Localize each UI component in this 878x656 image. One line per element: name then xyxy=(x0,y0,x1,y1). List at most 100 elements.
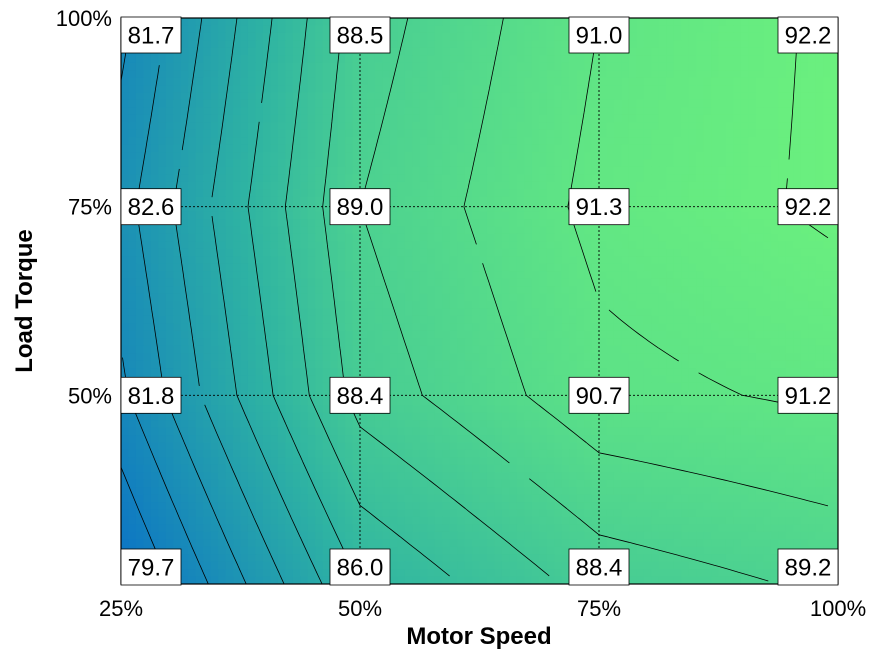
heat-cell xyxy=(203,18,212,27)
heat-cell xyxy=(763,196,772,205)
heat-cell xyxy=(569,137,578,146)
heat-cell xyxy=(173,181,182,190)
heat-cell xyxy=(292,25,301,34)
heat-cell xyxy=(628,286,637,295)
heat-cell xyxy=(427,92,436,101)
heat-cell xyxy=(203,159,212,168)
heat-cell xyxy=(442,85,451,94)
heat-cell xyxy=(718,286,727,295)
heat-cell xyxy=(307,226,316,235)
heat-cell xyxy=(815,144,824,153)
heat-cell xyxy=(427,174,436,183)
heat-cell xyxy=(277,77,286,86)
heat-cell xyxy=(636,233,645,243)
heat-cell xyxy=(367,166,376,175)
heat-cell xyxy=(703,77,712,86)
heat-cell xyxy=(143,107,152,116)
heat-cell xyxy=(748,129,757,138)
heat-cell xyxy=(546,323,555,332)
heat-cell xyxy=(711,18,720,27)
heat-cell xyxy=(486,137,496,146)
heat-cell xyxy=(188,338,197,347)
heat-cell xyxy=(449,129,458,138)
heat-cell xyxy=(666,271,675,280)
heat-cell xyxy=(711,301,720,310)
heat-cell xyxy=(733,144,742,153)
heat-cell xyxy=(599,263,608,272)
heat-cell xyxy=(576,137,585,146)
heat-cell xyxy=(666,70,675,79)
heat-cell xyxy=(486,382,496,391)
heat-cell xyxy=(419,271,428,280)
heat-cell xyxy=(606,256,615,265)
heat-cell xyxy=(494,25,503,34)
heat-cell xyxy=(322,219,331,228)
heat-cell xyxy=(188,271,197,280)
heat-cell xyxy=(606,137,615,146)
heat-cell xyxy=(233,181,242,190)
heat-cell xyxy=(345,114,354,123)
heat-cell xyxy=(755,189,764,198)
heat-cell xyxy=(516,241,525,250)
heat-cell xyxy=(292,382,301,391)
heat-cell xyxy=(165,345,174,354)
heat-cell xyxy=(733,181,742,190)
heat-cell xyxy=(247,248,257,257)
heat-cell xyxy=(285,338,294,347)
heat-cell xyxy=(300,256,309,265)
heat-cell xyxy=(486,330,496,339)
heat-cell xyxy=(165,263,174,272)
heat-cell xyxy=(509,286,518,295)
heat-cell xyxy=(233,166,242,175)
heat-cell xyxy=(591,345,600,354)
heat-cell xyxy=(307,159,316,168)
heat-cell xyxy=(494,286,503,295)
heat-cell xyxy=(472,301,481,310)
heat-cell xyxy=(285,278,294,287)
heat-cell xyxy=(180,315,189,324)
heat-cell xyxy=(270,174,279,183)
heat-cell xyxy=(718,25,727,34)
heat-cell xyxy=(247,308,257,317)
heat-cell xyxy=(218,397,227,406)
heat-cell xyxy=(808,271,817,280)
heat-cell xyxy=(785,152,794,161)
heat-cell xyxy=(509,18,518,27)
heat-cell xyxy=(412,181,421,190)
heat-cell xyxy=(584,129,593,138)
heat-cell xyxy=(218,390,227,399)
heat-cell xyxy=(173,263,182,272)
heat-cell xyxy=(210,368,219,377)
heat-cell xyxy=(389,137,398,146)
heat-cell xyxy=(158,70,167,79)
heat-cell xyxy=(651,390,660,399)
heat-cell xyxy=(180,375,189,384)
heat-cell xyxy=(808,122,817,131)
heat-cell xyxy=(203,32,212,41)
heat-cell xyxy=(509,40,518,49)
heat-cell xyxy=(748,122,757,131)
heat-cell xyxy=(718,114,727,123)
heat-cell xyxy=(733,166,742,175)
heat-cell xyxy=(554,129,563,138)
heat-cell xyxy=(247,166,257,175)
heat-cell xyxy=(255,107,264,116)
heat-cell xyxy=(725,144,735,153)
heat-cell xyxy=(509,196,518,205)
heat-cell xyxy=(613,55,623,64)
heat-cell xyxy=(546,271,555,280)
heat-cell xyxy=(651,278,660,287)
heat-cell xyxy=(651,233,660,243)
heat-cell xyxy=(180,338,189,347)
heat-cell xyxy=(360,226,369,235)
heat-cell xyxy=(666,315,675,324)
heat-cell xyxy=(143,99,152,108)
heat-cell xyxy=(636,382,645,391)
heat-cell xyxy=(442,129,451,138)
heat-cell xyxy=(808,77,817,86)
heat-cell xyxy=(255,55,264,64)
heat-cell xyxy=(486,62,496,71)
heat-cell xyxy=(434,25,443,34)
heat-cell xyxy=(210,40,219,49)
heat-cell xyxy=(300,137,309,146)
